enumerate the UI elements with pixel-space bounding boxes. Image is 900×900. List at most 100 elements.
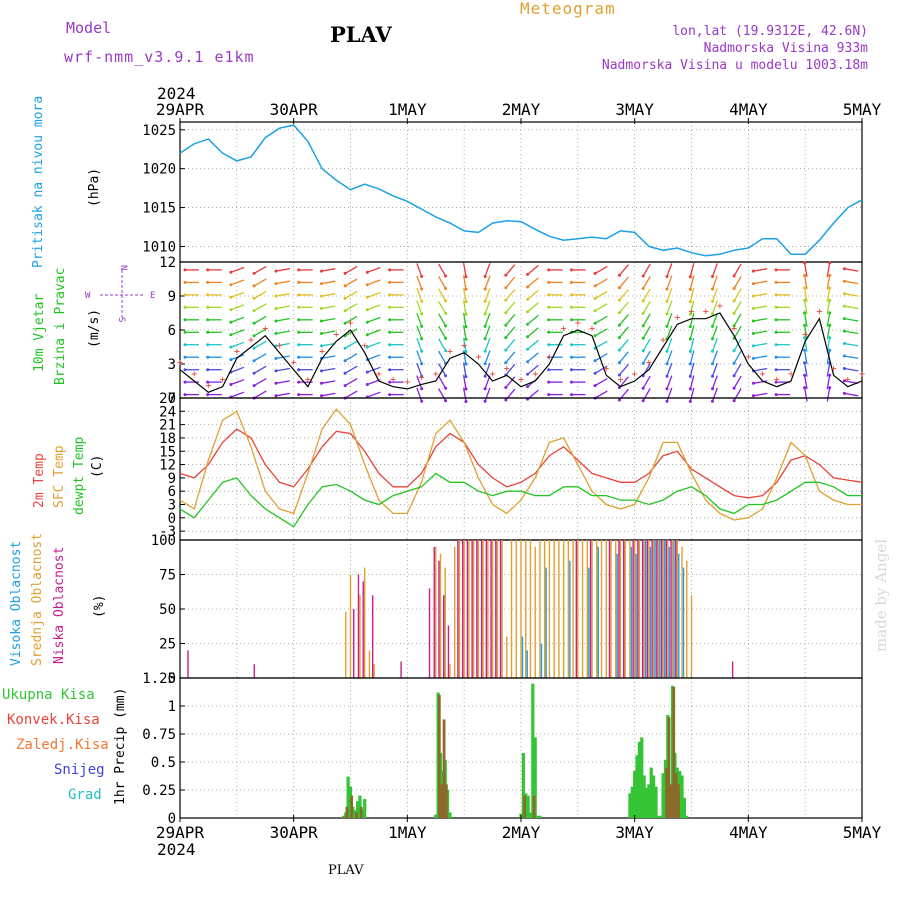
wind-arrow <box>230 329 245 336</box>
wind-arrow-head <box>617 273 621 277</box>
model-elevation-text: Nadmorska Visina u modelu 1003.18m <box>601 58 868 73</box>
wind-arrow-head <box>483 287 487 291</box>
wind-arrow <box>367 354 381 361</box>
wind-arrow-head <box>297 318 301 322</box>
wind-arrow <box>733 338 742 352</box>
wind-arrow-head <box>183 368 187 372</box>
wind-arrow-head <box>641 324 645 328</box>
wind-arrow-head <box>593 359 597 363</box>
precip-convective-bar <box>532 795 536 818</box>
wind-arrow <box>618 301 629 314</box>
wind-arrow <box>733 363 742 377</box>
wind-arrow-head <box>274 307 278 310</box>
wind-arrow-head <box>774 380 778 384</box>
wind-arrow-head <box>665 312 669 316</box>
wind-arrow <box>438 313 447 327</box>
wind-arrow <box>666 325 673 340</box>
wind-arrow <box>462 387 467 402</box>
wind-arrow-head <box>229 308 233 312</box>
wind-arrow <box>826 300 831 315</box>
wind-arrow-head <box>732 299 736 303</box>
wind-arrow <box>367 304 381 311</box>
cloud-ytick-label: 50 <box>159 602 176 618</box>
wind-arrow-head <box>641 361 645 365</box>
wind-arrow-head <box>570 355 573 359</box>
wind-arrow-head <box>183 280 187 284</box>
precip-total-bar <box>535 815 540 818</box>
wind-gust-marker: + <box>490 369 496 380</box>
wind-arrow <box>753 317 768 322</box>
precip-total-bar <box>680 775 684 818</box>
precip-total-bar <box>356 801 360 818</box>
wind-arrow <box>711 362 718 377</box>
wind-arrow-head <box>547 280 551 284</box>
wind-arrow-head <box>593 296 597 300</box>
wind-arrow-head <box>711 299 714 303</box>
wind-arrow <box>344 328 358 337</box>
wind-arrow-head <box>617 311 621 315</box>
wind-arrow-head <box>593 371 597 375</box>
wind-arrow-head <box>774 355 778 359</box>
wind-gust-marker: + <box>802 329 808 340</box>
wind-arrow-head <box>526 322 530 326</box>
wind-gust-marker: + <box>816 307 822 318</box>
wind-arrow-head <box>365 270 369 274</box>
precip-convective-bar <box>674 773 678 818</box>
wind-arrow-head <box>665 287 669 291</box>
wind-arrow-head <box>206 380 210 384</box>
wind-arrow <box>484 275 491 290</box>
wind-arrow-head <box>274 344 278 348</box>
wind-arrow-head <box>252 359 256 363</box>
wind-arrow-head <box>388 330 392 334</box>
wind-arrow <box>321 305 336 310</box>
precip-convective-bar <box>523 795 526 818</box>
pressure-ytick-label: 1020 <box>142 162 176 178</box>
wind-arrow <box>321 367 336 372</box>
wind-arrow <box>711 263 718 277</box>
temp-2m-line <box>179 428 863 499</box>
wind-arrow <box>733 325 742 339</box>
wind-arrow-head <box>842 367 846 370</box>
wind-arrow-head <box>732 349 736 353</box>
wind-arrow-head <box>751 356 755 360</box>
pressure-line <box>179 124 863 257</box>
precip-total-bar <box>647 784 651 818</box>
wind-gust-marker: + <box>660 335 666 346</box>
precip-ytick-label: 0.25 <box>142 783 176 799</box>
wind-arrow-head <box>343 296 347 300</box>
wind-arrow <box>594 340 608 349</box>
wind-arrow-head <box>229 320 233 324</box>
wind-arrow <box>462 362 467 377</box>
wind-arrow-head <box>229 295 233 299</box>
temp-dewpt-line <box>179 472 862 528</box>
wind-arrow-head <box>803 286 807 290</box>
precip-total-bar <box>628 793 632 818</box>
wind-arrow <box>253 340 267 349</box>
wind-arrow-head <box>183 393 187 397</box>
temp-ytick-label: 18 <box>159 431 176 447</box>
wind-arrow <box>711 275 718 290</box>
wind-arrow <box>438 350 447 364</box>
wind-arrow <box>844 392 859 397</box>
precip-convective-bar <box>669 784 673 818</box>
wind-arrow-head <box>388 318 392 322</box>
wind-arrow <box>594 378 608 387</box>
meteogram-title: Meteogram <box>520 0 616 18</box>
wind-arrow-head <box>547 368 551 372</box>
wind-arrow <box>594 265 608 274</box>
wind-arrow-head <box>828 373 832 377</box>
wind-arrow <box>826 275 831 290</box>
precip-unit: 1hr Precip (mm) <box>113 688 128 805</box>
wind-arrow <box>505 301 516 314</box>
precip-total-bar <box>448 812 452 818</box>
wind-gust-marker: + <box>575 318 581 329</box>
wind-arrow-head <box>183 380 187 384</box>
wind-arrow-head <box>183 355 187 359</box>
wind-arrow-head <box>570 343 573 347</box>
wind-arrow <box>321 280 336 285</box>
wind-arrow-head <box>665 349 669 353</box>
wind-gust-marker: + <box>376 369 382 380</box>
wind-arrow-head <box>774 343 778 347</box>
wind-gust-marker: + <box>234 346 240 357</box>
wind-arrow-head <box>464 312 468 316</box>
